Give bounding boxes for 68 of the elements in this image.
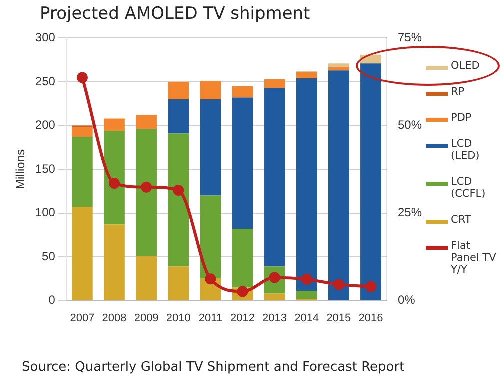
bar	[232, 86, 254, 98]
point	[76, 72, 88, 84]
x-tick-label: 2008	[102, 312, 127, 324]
bar	[168, 82, 190, 100]
legend-label: CRT	[451, 214, 472, 226]
legend-label: LCD (LED)	[451, 138, 481, 162]
point	[205, 274, 216, 285]
x-tick-label: 2013	[262, 312, 288, 324]
y-tick-label: 100	[35, 206, 56, 220]
y-tick-label: 250	[35, 74, 56, 88]
point	[365, 281, 376, 292]
y2-tick-label: 75%	[398, 30, 422, 45]
y-tick-label: 300	[35, 30, 56, 45]
bar	[264, 294, 286, 300]
bar	[328, 70, 350, 300]
bar	[168, 266, 190, 300]
legend-label: Flat Panel TV Y/Y	[451, 240, 498, 276]
bar	[200, 99, 222, 196]
chart-title: Projected AMOLED TV shipment	[40, 4, 310, 24]
y-tick-label: 50	[42, 249, 56, 264]
y2-tick-label: 0%	[398, 293, 416, 308]
source-note: Source: Quarterly Global TV Shipment and Forecast Report	[22, 360, 405, 375]
x-tick-label: 2015	[326, 312, 352, 324]
legend-label: PDP	[451, 112, 473, 124]
y2-tick-label: 25%	[398, 206, 422, 220]
y-tick-label: 200	[35, 118, 56, 132]
point	[301, 274, 312, 285]
bar	[328, 64, 350, 68]
x-tick-label: 2010	[166, 312, 191, 324]
y-tick-label: 150	[35, 162, 56, 176]
x-tick-label: 2016	[358, 312, 384, 324]
bar	[72, 137, 93, 208]
point	[333, 279, 344, 290]
bar	[168, 134, 190, 267]
y-axis-title: Millions	[14, 149, 28, 190]
x-tick-label: 2011	[198, 312, 222, 324]
bar	[328, 67, 350, 71]
legend-label: LCD (CCFL)	[451, 176, 487, 200]
legend-label: OLED	[451, 60, 481, 72]
x-tick-label: 2009	[134, 312, 159, 324]
bar	[104, 130, 125, 225]
point	[141, 182, 152, 193]
bar	[200, 196, 222, 279]
bar	[136, 256, 157, 300]
legend-label: RP	[451, 86, 466, 98]
bar	[136, 115, 157, 130]
bar	[296, 72, 318, 78]
bar	[296, 78, 318, 292]
bar	[360, 64, 382, 300]
bar	[72, 207, 93, 300]
bar	[232, 229, 254, 288]
bar	[264, 79, 286, 88]
bar	[104, 118, 125, 131]
x-tick-label: 2007	[70, 312, 95, 324]
x-tick-label: 2012	[230, 312, 255, 324]
bar	[136, 129, 157, 256]
y2-tick-label: 50%	[398, 118, 422, 132]
bar	[264, 88, 286, 267]
x-tick-label: 2014	[294, 312, 320, 324]
bar	[72, 127, 93, 138]
bar	[200, 81, 222, 100]
bar	[296, 291, 318, 300]
bar	[232, 98, 254, 230]
y-tick-label: 0	[48, 293, 56, 308]
point	[109, 178, 120, 190]
bar	[168, 99, 190, 134]
bar	[104, 224, 125, 300]
point	[173, 185, 184, 196]
